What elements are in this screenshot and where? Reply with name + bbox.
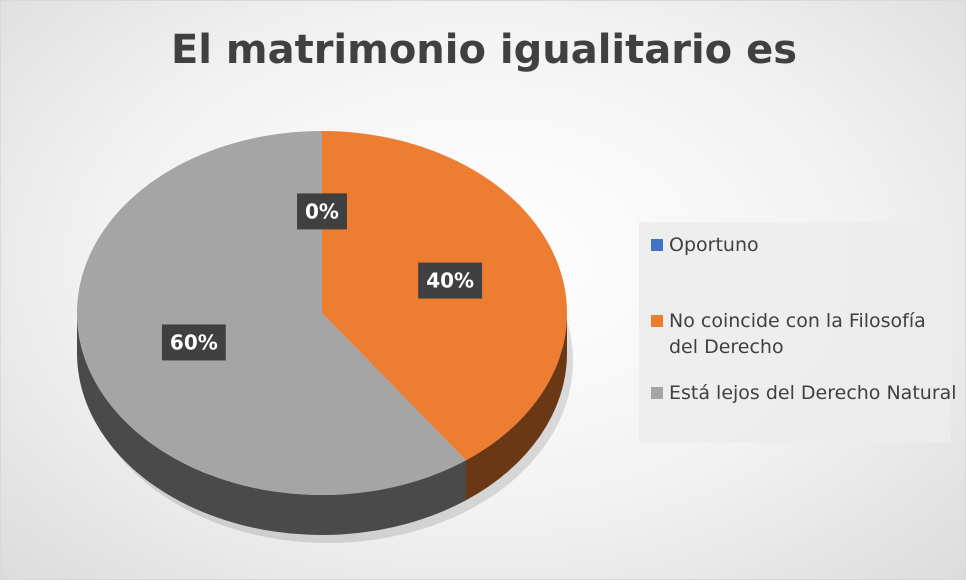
data-label-box — [418, 262, 483, 299]
pie-slice — [76, 131, 467, 495]
data-label-text: 60% — [170, 330, 218, 354]
data-label: 60% — [161, 324, 226, 361]
legend-item: No coincide con la Filosofía del Derecho — [651, 308, 959, 360]
data-label: 0% — [297, 193, 347, 230]
legend-label: Está lejos del Derecho Natural — [669, 382, 957, 404]
legend-label: No coincide con la Filosofía del Derecho — [669, 310, 926, 358]
pie-side — [466, 313, 567, 501]
legend-swatch — [651, 315, 663, 327]
legend: Oportuno No coincide con la Filosofía del… — [639, 222, 957, 443]
legend-item: Está lejos del Derecho Natural — [651, 380, 959, 406]
legend-item: Oportuno — [651, 232, 959, 258]
legend-swatch — [651, 239, 663, 251]
legend-swatch — [651, 387, 663, 399]
data-label: 40% — [418, 262, 483, 299]
pie-side — [77, 313, 467, 535]
data-label-text: 0% — [305, 199, 339, 223]
legend-label: Oportuno — [669, 234, 759, 256]
data-label-box — [297, 193, 347, 230]
data-label-text: 40% — [426, 269, 474, 293]
data-label-box — [161, 324, 226, 361]
chart-title: El matrimonio igualitario es — [170, 27, 798, 73]
